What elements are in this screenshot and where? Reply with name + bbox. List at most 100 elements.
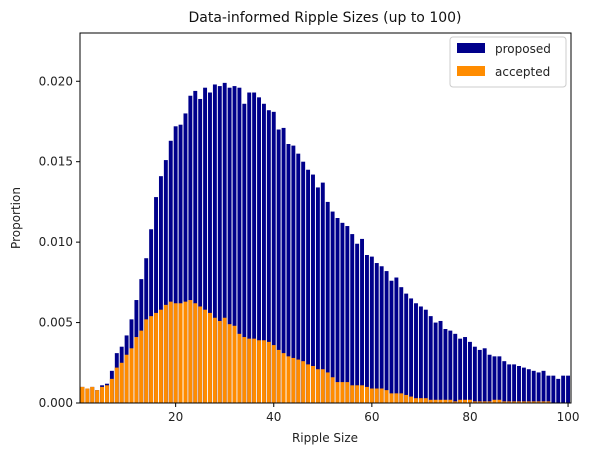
bar-accepted-86 [497, 399, 502, 403]
legend-swatch-proposed [457, 43, 485, 53]
bar-proposed-22 [183, 113, 188, 404]
bar-accepted-11 [129, 348, 134, 403]
bar-proposed-25 [198, 98, 203, 404]
bar-accepted-84 [487, 401, 492, 403]
bar-proposed-90 [517, 366, 521, 403]
bar-proposed-82 [477, 349, 482, 403]
bar-proposed-17 [158, 176, 163, 403]
x-tick-label: 100 [557, 410, 580, 424]
legend: proposed accepted [449, 36, 567, 88]
bar-proposed-54 [340, 222, 345, 403]
legend-label-proposed: proposed [495, 42, 551, 56]
bar-accepted-72 [428, 399, 433, 403]
bar-accepted-52 [330, 377, 335, 403]
bar-accepted-95 [541, 401, 546, 403]
bar-accepted-64 [389, 393, 394, 403]
bar-proposed-60 [369, 256, 374, 403]
bar-proposed-19 [168, 140, 173, 403]
y-axis-label: Proportion [9, 187, 23, 249]
bar-accepted-53 [335, 382, 340, 403]
proposed-bars [80, 82, 571, 404]
bar-accepted-92 [526, 401, 531, 403]
bar-accepted-33 [237, 333, 242, 403]
bar-accepted-37 [257, 340, 261, 403]
bar-accepted-51 [325, 372, 330, 403]
bar-accepted-21 [178, 303, 183, 403]
bar-accepted-78 [458, 399, 463, 403]
bar-accepted-50 [320, 369, 325, 403]
bar-accepted-12 [134, 337, 139, 403]
bar-accepted-59 [364, 386, 369, 403]
bar-accepted-36 [252, 338, 257, 403]
bar-accepted-38 [261, 340, 266, 403]
bar-proposed-16 [154, 197, 158, 403]
bar-proposed-66 [399, 287, 404, 403]
bar-proposed-72 [428, 316, 433, 403]
bar-accepted-87 [502, 401, 507, 403]
bar-proposed-97 [551, 375, 556, 403]
bar-proposed-33 [237, 87, 242, 403]
bar-proposed-51 [325, 201, 330, 403]
bar-accepted-7 [109, 378, 114, 403]
bar-accepted-89 [512, 401, 517, 403]
bar-accepted-39 [266, 341, 271, 403]
bar-proposed-91 [521, 367, 526, 403]
bar-proposed-59 [364, 255, 369, 403]
bar-accepted-34 [242, 337, 247, 403]
bar-accepted-58 [360, 385, 364, 403]
bar-accepted-68 [409, 396, 414, 403]
x-tick-label: 40 [266, 410, 281, 424]
bar-proposed-68 [409, 298, 414, 403]
bar-accepted-81 [472, 401, 477, 403]
bar-proposed-26 [203, 87, 208, 403]
bar-accepted-3 [90, 386, 95, 403]
bar-accepted-75 [443, 399, 448, 403]
bar-proposed-88 [507, 364, 512, 403]
bar-proposed-24 [193, 90, 198, 403]
bar-accepted-30 [222, 317, 227, 403]
bar-accepted-18 [163, 304, 168, 403]
bar-accepted-44 [291, 357, 296, 403]
bar-accepted-42 [281, 353, 286, 403]
bar-accepted-94 [536, 401, 541, 403]
bar-proposed-74 [438, 320, 443, 403]
bar-accepted-1 [80, 386, 85, 403]
bar-accepted-77 [453, 401, 458, 403]
bar-proposed-75 [443, 329, 448, 403]
bar-accepted-10 [124, 354, 129, 403]
bar-accepted-17 [158, 309, 163, 403]
bar-proposed-84 [487, 354, 492, 403]
bar-proposed-49 [315, 187, 320, 403]
bar-proposed-18 [163, 160, 168, 403]
bar-accepted-54 [340, 382, 345, 403]
bar-proposed-67 [404, 293, 409, 403]
bar-proposed-48 [311, 174, 315, 403]
legend-swatch-accepted [457, 66, 485, 76]
bar-proposed-61 [374, 263, 379, 403]
bar-proposed-46 [301, 161, 306, 403]
bar-proposed-99 [561, 375, 566, 403]
bar-proposed-53 [335, 218, 340, 403]
bar-accepted-20 [173, 303, 178, 403]
bar-accepted-19 [168, 301, 173, 403]
bar-accepted-47 [306, 364, 311, 403]
bar-proposed-92 [526, 369, 531, 403]
bar-proposed-86 [497, 356, 502, 403]
bar-accepted-27 [208, 312, 212, 403]
bar-accepted-96 [546, 401, 551, 403]
bar-accepted-66 [399, 393, 404, 403]
bar-proposed-38 [261, 103, 266, 403]
bar-proposed-76 [448, 330, 453, 403]
bar-proposed-50 [320, 182, 325, 403]
bar-accepted-62 [379, 388, 384, 403]
bar-proposed-52 [330, 211, 335, 403]
bar-proposed-63 [384, 271, 389, 403]
bar-accepted-29 [217, 320, 222, 403]
bar-accepted-40 [271, 345, 276, 403]
bar-proposed-79 [463, 337, 468, 403]
bar-proposed-100 [566, 375, 571, 403]
bar-proposed-62 [379, 266, 384, 403]
bar-proposed-80 [467, 341, 472, 403]
bar-proposed-65 [394, 277, 399, 403]
